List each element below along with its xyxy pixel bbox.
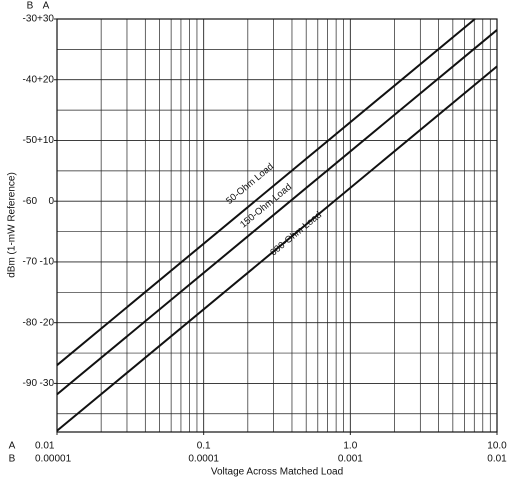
y2-tick-label: +30 xyxy=(37,14,54,25)
x-tick-label: 10.0 xyxy=(487,441,507,452)
x-tick-label: 0.1 xyxy=(197,441,211,452)
y2-tick-label: -10 xyxy=(40,257,55,268)
y2-tick-label: -30 xyxy=(40,378,55,389)
y-tick-label: -80 xyxy=(23,317,38,328)
x2-tick-label: 0.00001 xyxy=(35,454,72,465)
x-tick-label: 0.01 xyxy=(35,441,55,452)
x-tick-label: 1.0 xyxy=(343,441,357,452)
x-axis-label: Voltage Across Matched Load xyxy=(211,467,343,478)
y-tick-label: -60 xyxy=(23,196,38,207)
y-tick-label: -30 xyxy=(23,14,38,25)
x2-tick-label: 0.0001 xyxy=(188,454,219,465)
y2-tick-label: +20 xyxy=(37,74,54,85)
series-line xyxy=(56,65,498,432)
x2-tick-label: 0.001 xyxy=(338,454,363,465)
y-scale-name: A xyxy=(43,1,50,12)
y-scale-name: B xyxy=(27,1,34,12)
plot-frame xyxy=(56,18,498,433)
series-line xyxy=(56,29,498,396)
x-scale-name: B xyxy=(9,454,16,465)
y-tick-label: -70 xyxy=(23,257,38,268)
y-tick-label: -90 xyxy=(23,378,38,389)
y2-tick-label: -20 xyxy=(40,317,55,328)
x-scale-name: A xyxy=(9,441,16,452)
series-line xyxy=(56,18,476,366)
y-tick-label: -40 xyxy=(23,74,38,85)
y-axis-label: dBm (1-mW Reference) xyxy=(7,172,18,278)
y-tick-label: -50 xyxy=(23,135,38,146)
y2-tick-label: 0 xyxy=(48,196,54,207)
x2-tick-label: 0.01 xyxy=(487,454,507,465)
y2-tick-label: +10 xyxy=(37,135,54,146)
